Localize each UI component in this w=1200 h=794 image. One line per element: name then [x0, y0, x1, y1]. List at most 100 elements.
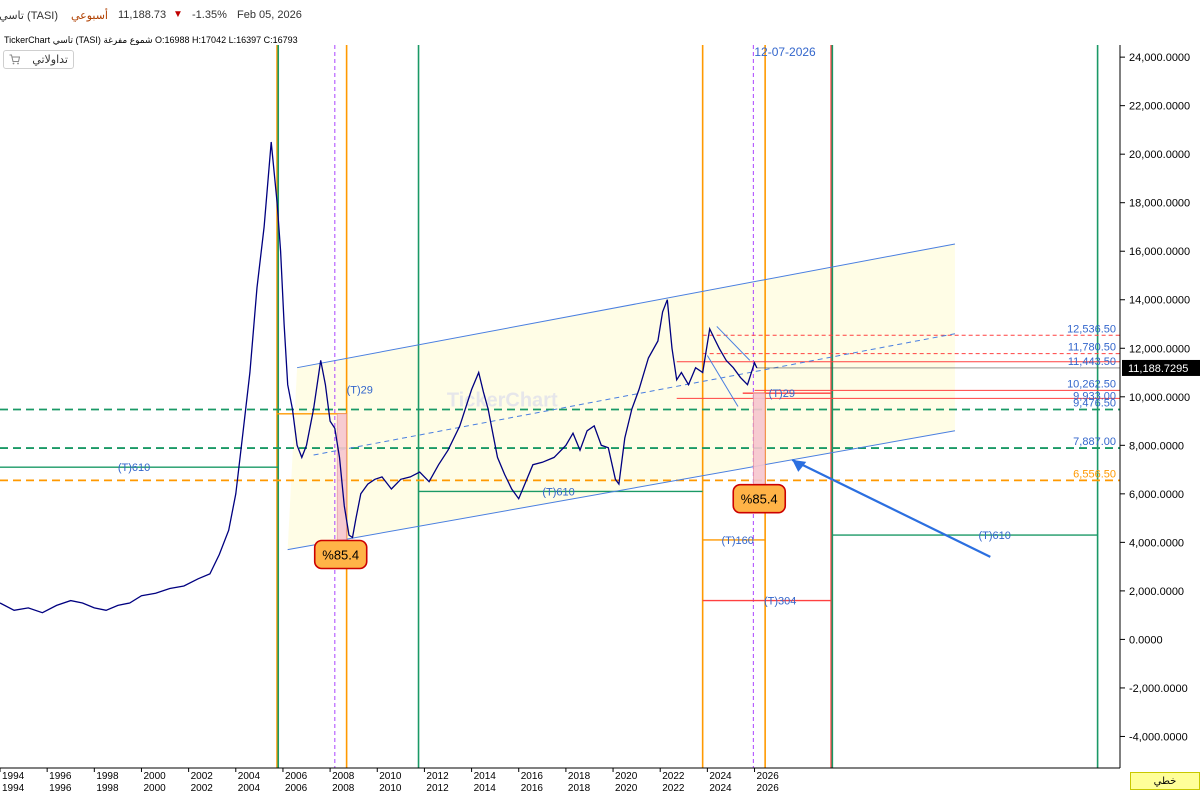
x-tick-label-top-11: 2016	[521, 771, 544, 782]
x-tick-label-bottom-11: 2016	[521, 783, 544, 794]
fib-label-4: (T)160	[722, 535, 754, 547]
x-tick-label-bottom-13: 2020	[615, 783, 638, 794]
percent-callout-box-1	[732, 483, 787, 514]
low-value: L:16397	[228, 35, 262, 45]
fib-label-1: (T)29	[347, 385, 373, 397]
header-bar: تاسي (TASI) أسبوعي 11,188.73 ▼ -1.35% Fe…	[0, 0, 1200, 32]
y-tick-label-3: 2,000.0000	[1129, 586, 1184, 598]
annotation-arrow-head	[792, 459, 807, 472]
x-tick-label-top-13: 2020	[615, 771, 638, 782]
date-marker-label: 12-07-2026	[754, 45, 816, 59]
price-date: Feb 05, 2026	[237, 9, 302, 21]
symbol-name[interactable]: تاسي (TASI)	[0, 10, 58, 22]
x-tick-label-bottom-3: 2000	[143, 783, 166, 794]
change-percent: -1.35%	[192, 9, 227, 21]
x-axis-area	[0, 768, 1200, 794]
x-tick-label-top-12: 2018	[568, 771, 591, 782]
x-tick-label-bottom-4: 2002	[191, 783, 214, 794]
instrument-name: تاسي (TASI) شموع مفرغة	[52, 35, 153, 45]
y-tick-label-12: 20,000.0000	[1129, 149, 1190, 161]
mini-channel-lower	[706, 355, 739, 407]
y-tick-label-14: 24,000.0000	[1129, 52, 1190, 64]
tadawul-button[interactable]: تداولاتي	[3, 50, 74, 69]
x-tick-label-top-9: 2012	[426, 771, 449, 782]
x-tick-label-top-16: 2026	[757, 771, 780, 782]
y-tick-label-2: 0.0000	[1129, 634, 1163, 646]
x-tick-label-bottom-6: 2006	[285, 783, 308, 794]
y-tick-label-13: 22,000.0000	[1129, 101, 1190, 113]
level-label-2: 11,443.50	[1068, 356, 1116, 368]
line-mode-button[interactable]: خطي	[1130, 772, 1200, 790]
x-tick-label-bottom-1: 1996	[49, 783, 72, 794]
level-label-1: 11,780.50	[1068, 342, 1116, 354]
percent-callout-label-0: %85.4	[322, 547, 359, 562]
fib-label-2: (T)610	[542, 486, 574, 498]
down-arrow-icon: ▼	[173, 9, 183, 20]
annotation-arrow-line	[791, 458, 991, 558]
x-tick-label-top-5: 2004	[238, 771, 261, 782]
ohlc-line: TickerChart تاسي (TASI) شموع مفرغة O:169…	[4, 35, 298, 46]
current-price-badge-label: 11,188.7295	[1128, 363, 1188, 375]
y-tick-label-6: 8,000.0000	[1129, 440, 1184, 452]
y-tick-label-7: 10,000.0000	[1129, 392, 1190, 404]
tadawul-label: تداولاتي	[32, 54, 68, 66]
y-tick-label-9: 14,000.0000	[1129, 295, 1190, 307]
x-tick-label-top-0: 1994	[2, 771, 25, 782]
x-tick-label-top-10: 2014	[474, 771, 497, 782]
level-label-6: 7,887.00	[1073, 436, 1116, 448]
y-tick-label-5: 6,000.0000	[1129, 489, 1184, 501]
level-label-7: 6,556.50	[1073, 468, 1116, 480]
x-tick-label-top-4: 2002	[191, 771, 214, 782]
fib-label-0: (T)610	[118, 462, 150, 474]
x-tick-label-bottom-8: 2010	[379, 783, 402, 794]
last-price: 11,188.73	[118, 9, 167, 21]
x-tick-label-bottom-9: 2012	[426, 783, 449, 794]
level-label-4: 9,933.00	[1073, 390, 1116, 402]
x-tick-label-bottom-14: 2022	[662, 783, 685, 794]
channel-upper-line	[297, 243, 956, 369]
y-tick-label-4: 4,000.0000	[1129, 537, 1184, 549]
x-tick-label-top-2: 1998	[96, 771, 119, 782]
x-tick-label-bottom-7: 2008	[332, 783, 355, 794]
channel-middle-line	[313, 333, 956, 456]
percent-callout-label-1: %85.4	[741, 492, 778, 507]
level-label-0: 12,536.50	[1067, 323, 1116, 335]
x-tick-label-bottom-15: 2024	[709, 783, 732, 794]
x-tick-label-bottom-0: 1994	[2, 783, 25, 794]
price-line	[0, 141, 758, 614]
x-tick-label-top-15: 2024	[709, 771, 732, 782]
close-value: C:16793	[263, 35, 298, 45]
fib-label-3: (T)29	[769, 388, 795, 400]
projection-box-2	[753, 392, 766, 490]
x-tick-label-top-8: 2010	[379, 771, 402, 782]
mini-channel-upper	[716, 326, 751, 361]
x-tick-label-top-6: 2006	[285, 771, 308, 782]
y-axis-area	[1120, 45, 1200, 768]
fib-label-5: (T)304	[764, 596, 796, 608]
brand-text: TickerChart	[4, 35, 51, 45]
x-tick-label-top-14: 2022	[662, 771, 685, 782]
level-label-3: 10,262.50	[1067, 378, 1116, 390]
x-tick-label-bottom-2: 1998	[96, 783, 119, 794]
channel-fill	[287, 243, 955, 550]
y-tick-label-8: 12,000.0000	[1129, 343, 1190, 355]
current-price-badge	[1122, 359, 1200, 376]
x-tick-label-top-3: 2000	[143, 771, 166, 782]
y-tick-label-0: -4,000.0000	[1129, 731, 1188, 743]
x-tick-label-bottom-12: 2018	[568, 783, 591, 794]
level-label-5: 9,476.50	[1073, 397, 1116, 409]
percent-callout-box-0	[313, 539, 368, 570]
open-value: O:16988	[155, 35, 190, 45]
x-tick-label-bottom-10: 2014	[474, 783, 497, 794]
fib-label-6: (T)610	[979, 530, 1011, 542]
x-tick-label-bottom-16: 2026	[757, 783, 780, 794]
channel-lower-line	[287, 430, 956, 551]
period-label[interactable]: أسبوعي	[70, 10, 108, 22]
y-tick-label-11: 18,000.0000	[1129, 198, 1190, 210]
x-tick-label-bottom-5: 2004	[238, 783, 261, 794]
cart-icon	[9, 54, 20, 65]
high-value: H:17042	[192, 35, 227, 45]
watermark-text: TickerChart	[447, 390, 558, 412]
y-tick-label-1: -2,000.0000	[1129, 683, 1188, 695]
